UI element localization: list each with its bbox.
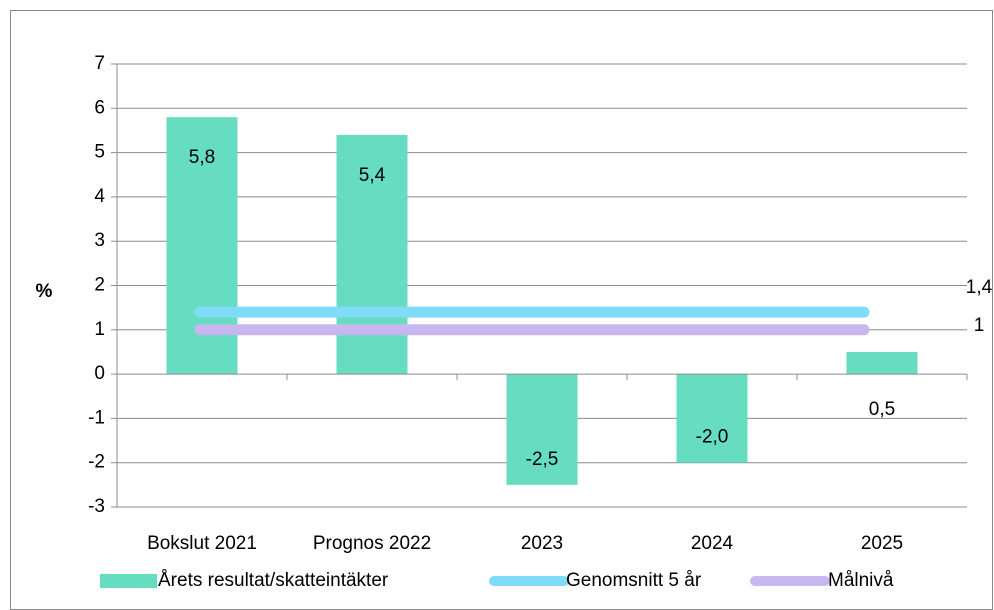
y-tick-label: -3 [88, 496, 105, 517]
legend-swatch [100, 574, 157, 588]
legend-label: Genomsnitt 5 år [566, 570, 702, 591]
bars [166, 117, 918, 485]
data-label: -2,5 [526, 449, 559, 470]
y-tick-label: -2 [88, 452, 105, 473]
y-tick-label: 1 [94, 319, 105, 340]
y-tick-labels: -3 -2 -1 0 1 2 3 4 5 6 7 [88, 53, 105, 517]
legend-label: Målnivå [828, 570, 894, 591]
x-tick-labels: Bokslut 2021 Prognos 2022 2023 2024 2025 [147, 533, 903, 554]
y-tick-label: 3 [94, 230, 105, 251]
x-tick-label: 2023 [521, 533, 563, 554]
gridlines [117, 63, 967, 508]
series-lines [194, 306, 870, 336]
x-tick-label: Prognos 2022 [313, 533, 431, 554]
y-tick-label: -1 [88, 407, 105, 428]
x-tick-label: 2025 [861, 533, 903, 554]
bar [846, 351, 918, 375]
bar [676, 374, 748, 463]
data-label: 5,8 [189, 147, 215, 168]
axes [111, 63, 968, 508]
legend: Årets resultat/skatteintäkter Genomsnitt … [100, 570, 894, 591]
bar [506, 374, 578, 485]
data-label: 0,5 [869, 399, 895, 420]
data-label: 5,4 [359, 165, 386, 186]
y-tick-label: 4 [94, 186, 105, 207]
y-tick-label: 7 [94, 53, 105, 74]
y-axis-label: % [36, 281, 53, 302]
series-line-label: 1,4 [966, 277, 993, 298]
legend-label: Årets resultat/skatteintäkter [158, 570, 389, 591]
x-tick-label: Bokslut 2021 [147, 533, 257, 554]
y-tick-label: 0 [94, 363, 105, 384]
x-tick-label: 2024 [691, 533, 734, 554]
data-labels: 5,8 5,4 -2,5 -2,0 0,5 1,4 1 [189, 147, 993, 470]
y-tick-label: 2 [94, 275, 105, 296]
data-label: -2,0 [696, 427, 729, 448]
series-line-label: 1 [974, 315, 985, 336]
y-tick-label: 5 [94, 142, 105, 163]
y-tick-label: 6 [94, 97, 105, 118]
